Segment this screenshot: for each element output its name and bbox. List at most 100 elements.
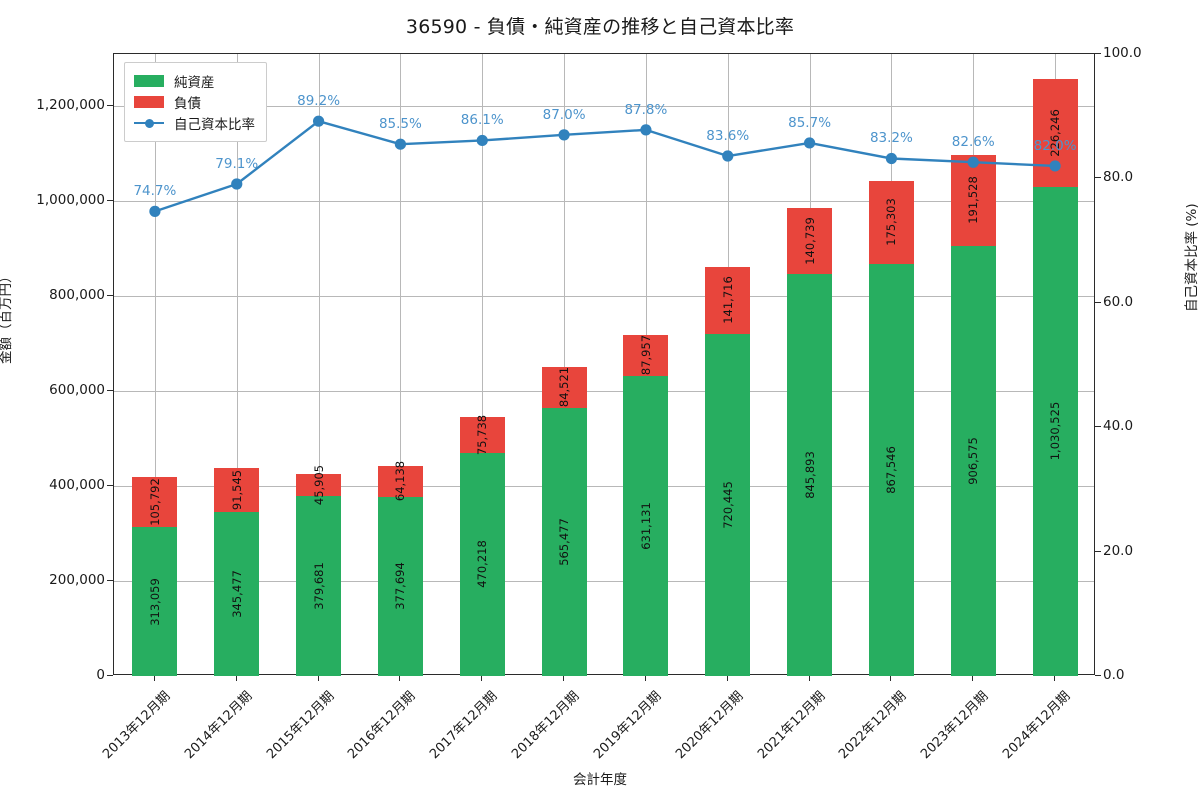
equity-ratio-line [149, 115, 1061, 217]
equity-ratio-value-label: 79.1% [215, 155, 259, 172]
bar-segment-net-assets[interactable]: 720,445 [705, 333, 751, 676]
bar-segment-liabilities[interactable]: 141,716 [705, 266, 751, 334]
x-axis-tick-mark [1054, 675, 1055, 681]
bar-value-label: 45,905 [311, 464, 326, 505]
y-axis-left-tick-label: 400,000 [49, 477, 105, 494]
legend-item-label: 負債 [174, 95, 201, 112]
y-axis-right-tick-mark [1095, 426, 1101, 428]
bar-segment-liabilities[interactable]: 64,138 [377, 461, 423, 502]
bar-value-label: 105,792 [147, 478, 162, 527]
gridline-vertical [564, 54, 565, 674]
equity-ratio-value-label: 82.6% [951, 134, 995, 151]
legend-item[interactable]: 純資産 [134, 70, 255, 91]
legend-item-label: 自己資本比率 [174, 116, 255, 133]
legend-color-swatch [134, 74, 164, 87]
y-axis-right-tick-label: 40.0 [1103, 418, 1134, 435]
y-axis-left-tick-mark [107, 675, 113, 676]
y-axis-left-tick-mark [107, 295, 113, 297]
bar-value-label: 345,477 [229, 570, 244, 618]
y-axis-left-tick-mark [107, 580, 113, 582]
bar-segment-net-assets[interactable]: 906,575 [950, 245, 996, 676]
y-axis-left-tick-label: 600,000 [49, 382, 105, 399]
bar-value-label: 141,716 [720, 276, 735, 325]
equity-ratio-value-label: 85.5% [378, 116, 422, 133]
gridline-horizontal [114, 296, 1094, 298]
chart-title: 36590 - 負債・純資産の推移と自己資本比率 [405, 16, 795, 38]
bar-segment-liabilities[interactable]: 75,738 [459, 414, 505, 455]
legend-color-swatch [134, 95, 164, 108]
equity-ratio-value-label: 83.2% [869, 130, 913, 147]
x-axis-tick-mark [972, 675, 973, 681]
bar-segment-net-assets[interactable]: 345,477 [214, 511, 260, 676]
legend-item[interactable]: 負債 [134, 91, 255, 112]
y-axis-right-tick-mark [1095, 301, 1101, 303]
bar-value-label: 175,303 [884, 198, 899, 247]
bar-segment-liabilities[interactable]: 191,528 [950, 154, 996, 246]
bar-segment-net-assets[interactable]: 470,218 [459, 452, 505, 676]
legend-line-swatch [134, 117, 164, 129]
y-axis-left-tick-label: 1,200,000 [36, 97, 105, 114]
bar-value-label: 565,477 [557, 517, 572, 566]
legend-item[interactable]: 自己資本比率 [134, 112, 255, 133]
bar-segment-liabilities[interactable]: 105,792 [132, 477, 178, 528]
x-axis-tick-mark [399, 675, 400, 681]
y-axis-right-tick-label: 80.0 [1103, 169, 1134, 186]
bar-segment-liabilities[interactable]: 175,303 [868, 180, 914, 265]
x-axis-tick-mark [236, 675, 237, 681]
bar-segment-liabilities[interactable]: 84,521 [541, 367, 587, 408]
bar-value-label: 906,575 [966, 436, 981, 485]
bar-segment-liabilities[interactable]: 91,545 [214, 468, 260, 512]
bar-value-label: 75,738 [475, 414, 490, 455]
gridline-vertical [400, 54, 401, 674]
gridline-horizontal [114, 201, 1094, 203]
bar-value-label: 631,131 [638, 502, 653, 550]
bar-segment-liabilities[interactable]: 226,246 [1032, 79, 1078, 187]
y-axis-right-tick-mark [1095, 675, 1101, 676]
bar-segment-liabilities[interactable]: 87,957 [623, 334, 669, 377]
equity-ratio-value-label: 82.0% [1033, 137, 1077, 154]
gridline-horizontal [114, 581, 1094, 583]
bar-value-label: 191,528 [966, 176, 981, 224]
bar-segment-net-assets[interactable]: 845,893 [787, 274, 833, 676]
equity-ratio-value-label: 87.8% [624, 101, 668, 118]
bar-segment-net-assets[interactable]: 867,546 [868, 264, 914, 676]
bar-segment-net-assets[interactable]: 379,681 [296, 495, 342, 676]
y-axis-right-tick-label: 20.0 [1103, 542, 1134, 559]
y-axis-right-tick-mark [1095, 53, 1101, 54]
x-axis-tick-mark [154, 675, 155, 681]
bar-value-label: 84,521 [557, 367, 572, 408]
bar-segment-net-assets[interactable]: 565,477 [541, 407, 587, 676]
y-axis-right-tick-label: 0.0 [1103, 667, 1125, 683]
bar-value-label: 140,739 [802, 217, 817, 265]
y-axis-right-tick-mark [1095, 177, 1101, 179]
bar-segment-liabilities[interactable]: 140,739 [787, 207, 833, 275]
x-axis-tick-mark [481, 675, 482, 681]
y-axis-right-tick-label: 60.0 [1103, 293, 1134, 310]
bar-segment-net-assets[interactable]: 1,030,525 [1032, 186, 1078, 676]
x-axis-tick-mark [318, 675, 319, 681]
bar-value-label: 64,138 [393, 461, 408, 502]
equity-ratio-value-label: 89.2% [297, 93, 341, 110]
bar-value-label: 470,218 [475, 540, 490, 589]
gridline-horizontal [114, 486, 1094, 488]
x-axis-tick-mark [645, 675, 646, 681]
bar-segment-liabilities[interactable]: 45,905 [296, 465, 342, 505]
y-axis-left-tick-mark [107, 105, 113, 107]
x-axis-label: 会計年度 [573, 772, 627, 788]
gridline-horizontal [114, 106, 1094, 108]
bar-value-label: 313,059 [147, 577, 162, 626]
equity-ratio-value-label: 85.7% [788, 114, 832, 131]
bar-segment-net-assets[interactable]: 313,059 [132, 527, 178, 676]
y-axis-left-tick-label: 0 [96, 667, 105, 683]
bar-segment-net-assets[interactable]: 377,694 [377, 496, 423, 676]
gridline-vertical [155, 54, 156, 674]
equity-ratio-polyline [153, 119, 1057, 213]
y-axis-left-tick-label: 1,000,000 [36, 192, 105, 209]
equity-ratio-value-label: 87.0% [542, 106, 586, 123]
bar-segment-net-assets[interactable]: 631,131 [623, 376, 669, 676]
bar-value-label: 1,030,525 [1048, 402, 1063, 461]
bar-value-label: 379,681 [311, 562, 326, 610]
bar-value-label: 867,546 [884, 446, 899, 494]
bar-value-label: 87,957 [638, 335, 653, 376]
